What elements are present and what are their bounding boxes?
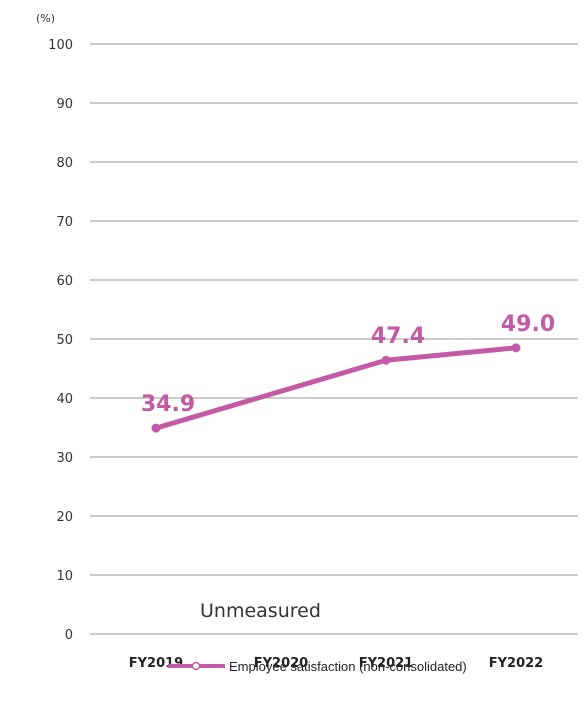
- y-tick-label: 100: [48, 38, 73, 53]
- data-label: 34.9: [141, 392, 195, 417]
- x-tick-label: FY2021: [359, 656, 413, 671]
- y-tick-label: 40: [56, 392, 73, 407]
- data-labels: 34.9 47.4 49.0: [141, 312, 555, 417]
- y-tick-label: 10: [56, 569, 73, 584]
- y-tick-label: 30: [56, 451, 73, 466]
- y-tick-label: 70: [56, 215, 73, 230]
- unmeasured-annotation: Unmeasured: [200, 600, 321, 622]
- y-tick-label: 80: [56, 156, 73, 171]
- legend-label: Employee satisfaction (non-consolidated): [229, 659, 467, 674]
- data-label: 49.0: [501, 312, 555, 337]
- x-tick-label: FY2020: [254, 656, 308, 671]
- y-tick-label: 90: [56, 97, 73, 112]
- data-point: [511, 343, 521, 353]
- data-point: [151, 423, 161, 433]
- y-tick-label: 50: [56, 333, 73, 348]
- y-tick-label: 60: [56, 274, 73, 289]
- x-tick-label: FY2019: [129, 656, 183, 671]
- gridlines: [90, 43, 578, 635]
- y-axis-tick-labels: 0 10 20 30 40 50 60 70 80 90 100: [48, 38, 73, 643]
- series-line: [153, 345, 519, 431]
- legend: Employee satisfaction (non-consolidated): [168, 659, 467, 674]
- y-axis-unit-label: (%): [36, 12, 55, 25]
- data-point: [381, 355, 391, 365]
- x-tick-label: FY2022: [489, 656, 543, 671]
- legend-marker-icon: [191, 661, 201, 671]
- data-label: 47.4: [371, 324, 425, 349]
- series-employee-satisfaction: [151, 343, 521, 433]
- y-tick-label: 0: [65, 628, 73, 643]
- y-tick-label: 20: [56, 510, 73, 525]
